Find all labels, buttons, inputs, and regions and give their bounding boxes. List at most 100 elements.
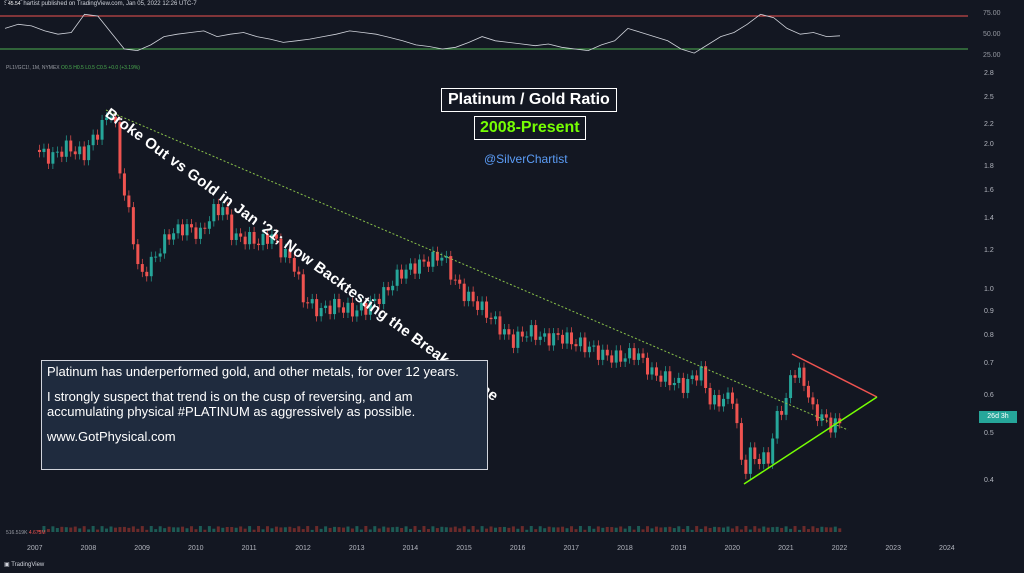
volume-bar — [480, 526, 484, 532]
candle-body — [744, 459, 748, 474]
candle-body — [113, 116, 117, 123]
candle-body — [136, 244, 140, 265]
x-tick-label: 2007 — [27, 545, 43, 552]
website-link[interactable]: www.GotPhysical.com — [47, 429, 176, 444]
volume-bar — [261, 529, 265, 532]
candle-body — [176, 224, 180, 234]
candle-body — [471, 291, 475, 302]
volume-bar — [561, 526, 565, 532]
candle-body — [127, 195, 131, 208]
volume-bar — [771, 527, 775, 532]
candle-body — [610, 355, 614, 363]
candle-body — [444, 256, 448, 258]
volume-bar — [203, 529, 207, 532]
candle-body — [185, 224, 189, 236]
candle-body — [592, 345, 596, 347]
candle-body — [122, 173, 126, 196]
volume-bar — [274, 526, 278, 532]
candle-body — [489, 317, 493, 320]
candle-body — [628, 348, 632, 359]
candle-body — [677, 377, 681, 383]
volume-bar — [677, 526, 681, 532]
candle-body — [502, 329, 506, 335]
volume-bar — [659, 527, 663, 532]
candle-body — [426, 261, 430, 267]
volume-bar — [413, 526, 417, 532]
volume-bar — [37, 530, 41, 532]
y-tick-label: 0.5 — [984, 430, 994, 438]
volume-bar — [368, 529, 372, 532]
candle-body — [654, 367, 658, 376]
volume-bar — [283, 527, 287, 532]
candle-body — [596, 345, 600, 360]
volume-bar — [404, 526, 408, 532]
volume-bar — [753, 526, 757, 532]
candle-body — [203, 227, 207, 229]
candle-body — [158, 253, 162, 257]
candle-body — [279, 238, 283, 258]
rsi-axis-label-25: 25.00 — [983, 52, 1001, 59]
volume-bar — [127, 527, 131, 532]
volume-bar — [766, 527, 770, 532]
publish-header: SilverChartist published on TradingView.… — [4, 1, 197, 7]
candle-body — [775, 411, 779, 439]
price-chart[interactable] — [0, 62, 968, 538]
candle-body — [154, 256, 158, 258]
volume-bar — [400, 527, 404, 532]
candle-body — [163, 234, 167, 254]
candle-body — [364, 303, 368, 315]
volume-bar — [516, 528, 520, 532]
candle-body — [55, 151, 59, 153]
candle-body — [699, 366, 703, 381]
volume-bar — [377, 528, 381, 532]
volume-bar — [109, 526, 113, 532]
candle-body — [543, 333, 547, 337]
candle-body — [306, 302, 310, 304]
volume-bar — [833, 526, 837, 532]
volume-bar — [60, 526, 64, 532]
volume-bar — [288, 526, 292, 532]
volume-bar — [382, 526, 386, 532]
volume-bar — [802, 526, 806, 532]
candle-body — [462, 283, 466, 302]
volume-bar — [82, 526, 86, 532]
volume-bar — [96, 529, 100, 532]
volume-bar — [565, 528, 569, 532]
y-tick-label: 2.5 — [984, 94, 994, 101]
candle-body — [722, 398, 726, 407]
candle-body — [623, 358, 627, 362]
x-tick-label: 2011 — [241, 545, 257, 552]
candle-body — [704, 366, 708, 388]
volume-bar — [762, 526, 766, 532]
volume-bar — [364, 526, 368, 532]
y-tick-label: 1.0 — [984, 285, 994, 293]
candle-body — [458, 279, 462, 284]
volume-bar — [717, 527, 721, 532]
volume-bar — [789, 528, 793, 532]
candle-body — [270, 234, 274, 244]
candle-body — [516, 331, 520, 348]
volume-bar — [105, 528, 109, 532]
candle-body — [333, 298, 337, 315]
volume-bar — [355, 526, 359, 532]
volume-bar — [234, 527, 238, 532]
candle-body — [145, 271, 149, 277]
volume-bar — [181, 526, 185, 532]
volume-bar — [333, 526, 337, 532]
candle-body — [109, 116, 113, 118]
candles-layer — [37, 111, 842, 480]
candle-body — [91, 134, 95, 146]
candle-body — [198, 227, 202, 239]
volume-bar — [467, 529, 471, 532]
candle-body — [601, 349, 605, 360]
volume-bar — [198, 526, 202, 532]
volume-bar — [216, 526, 220, 532]
volume-bar — [444, 527, 448, 532]
x-tick-label: 2020 — [724, 545, 741, 552]
volume-bar — [462, 526, 466, 532]
candle-body — [686, 378, 690, 393]
x-tick-label: 2010 — [187, 545, 204, 552]
volume-bar — [699, 528, 703, 532]
candle-body — [520, 331, 524, 337]
volume-bar — [225, 526, 229, 532]
